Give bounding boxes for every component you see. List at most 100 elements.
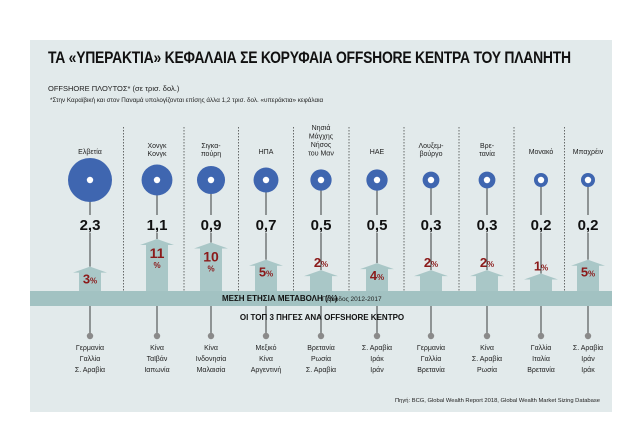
source-country: Ιαπωνία (144, 366, 169, 374)
source-dot (317, 332, 325, 340)
percent-sign: % (90, 277, 97, 286)
source-country: Βρετανία (307, 344, 335, 352)
country-label: Χονγκ (147, 143, 167, 150)
source-country: Κίνα (204, 344, 218, 352)
percent-sign: % (377, 273, 384, 282)
source-dot (483, 332, 491, 340)
band-label: ΜΕΣΗ ΕΤΗΣΙΑ ΜΕΤΑΒΟΛΗ (%) (222, 294, 338, 303)
source-country: Γερμανία (76, 344, 104, 352)
change-percent: 2% (314, 255, 328, 270)
wealth-value: 0,3 (477, 217, 498, 234)
wealth-value: 0,2 (578, 217, 599, 234)
source-country: Κίνα (259, 355, 273, 363)
source-note: Πηγή: BCG, Global Wealth Report 2018, Gl… (394, 398, 600, 404)
percent-sign: % (207, 264, 214, 273)
change-arrow (571, 259, 605, 291)
bubble-center (153, 176, 161, 184)
bubble-center (86, 176, 94, 184)
percent-sign: % (321, 260, 328, 269)
source-country: Γαλλία (531, 344, 552, 352)
wealth-value: 0,3 (421, 217, 442, 234)
change-arrow (249, 259, 283, 291)
change-percent: 1% (534, 259, 548, 274)
percent-sign: % (153, 261, 160, 270)
bubble-center (373, 176, 381, 184)
wealth-value: 0,7 (256, 217, 277, 234)
country-label: ΗΠΑ (259, 149, 274, 156)
bubble-center (427, 176, 435, 184)
percent-sign: % (266, 270, 273, 279)
country-label: Λουξεμ- (418, 143, 444, 150)
source-country: Βρετανία (417, 366, 445, 374)
footnote: *Στην Καραϊβική και στον Παναμά υπολογίζ… (50, 97, 324, 104)
bubble-center (584, 176, 592, 184)
source-dot (207, 332, 215, 340)
source-country: Ιταλία (532, 355, 550, 363)
source-dot (584, 332, 592, 340)
source-country: Μαλαισία (197, 366, 226, 374)
bubble-center (207, 176, 215, 184)
source-country: Ρωσία (477, 366, 497, 374)
change-arrow (140, 239, 174, 291)
wealth-value: 0,2 (531, 217, 552, 234)
source-country: Σ. Αραβία (75, 366, 105, 374)
top3-label: ΟΙ ΤΟΠ 3 ΠΗΓΕΣ ΑΝΑ OFFSHORE ΚΕΝΤΡΟ (240, 313, 404, 322)
infographic-title: ΤΑ «ΥΠΕΡΑΚΤΙΑ» ΚΕΦΑΛΑΙΑ ΣΕ ΚΟΡΥΦΑΙΑ OFFS… (48, 48, 571, 67)
source-country: Σ. Αραβία (362, 344, 392, 352)
source-country: Σ. Αραβία (573, 344, 603, 352)
change-percent: 10 (203, 248, 219, 264)
country-label: Μπαχρέιν (573, 148, 604, 156)
percent-sign: % (541, 264, 548, 273)
change-percent: 2% (480, 255, 494, 270)
source-country: Ταϊβάν (147, 355, 168, 363)
bubble-center (317, 176, 325, 184)
change-band (30, 291, 612, 306)
change-percent: 2% (424, 255, 438, 270)
source-country: Ιράν (370, 366, 384, 374)
subtitle: OFFSHORE ΠΛΟΥΤΟΣ* (σε τρισ. δολ.) (48, 84, 180, 93)
country-label: ΗΑΕ (370, 149, 385, 156)
wealth-value: 2,3 (80, 217, 101, 234)
source-dot (427, 332, 435, 340)
source-dot (262, 332, 270, 340)
country-label: Νησιά (312, 124, 331, 132)
source-country: Αργεντινή (251, 367, 282, 374)
source-country: Γερμανία (417, 344, 445, 352)
source-country: Γαλλία (421, 355, 442, 363)
country-label: βούργο (419, 150, 442, 158)
source-dot (153, 332, 161, 340)
change-arrow (73, 266, 107, 291)
percent-sign: % (588, 270, 595, 279)
wealth-value: 0,5 (311, 217, 332, 234)
wealth-value: 0,5 (367, 217, 388, 234)
change-arrow (304, 270, 338, 291)
change-arrow (470, 270, 504, 291)
source-dot (537, 332, 545, 340)
infographic-panel (30, 40, 612, 412)
wealth-value: 1,1 (147, 217, 168, 234)
country-label: Βρε- (480, 143, 495, 150)
source-country: Βρετανία (527, 366, 555, 374)
source-country: Μεξικό (256, 344, 277, 352)
change-arrow (194, 242, 228, 291)
country-label: Νήσος (311, 142, 332, 149)
source-dot (373, 332, 381, 340)
band-period: Περίοδος 2012-2017 (322, 295, 382, 303)
country-label: του Μαν (308, 151, 334, 158)
country-label: Σιγκα- (201, 143, 221, 150)
country-label: Μονακό (529, 148, 554, 156)
change-arrow (414, 270, 448, 291)
bubble-center (262, 176, 270, 184)
source-country: Ιράκ (581, 366, 595, 374)
source-country: Σ. Αραβία (306, 366, 336, 374)
source-country: Κίνα (480, 344, 494, 352)
percent-sign: % (431, 260, 438, 269)
country-label: Ελβετία (78, 148, 102, 156)
change-arrow (524, 273, 558, 291)
source-country: Ιράκ (370, 355, 384, 363)
country-label: Κονγκ (148, 151, 167, 158)
change-arrow (360, 263, 394, 291)
source-country: Κίνα (150, 344, 164, 352)
percent-sign: % (487, 260, 494, 269)
